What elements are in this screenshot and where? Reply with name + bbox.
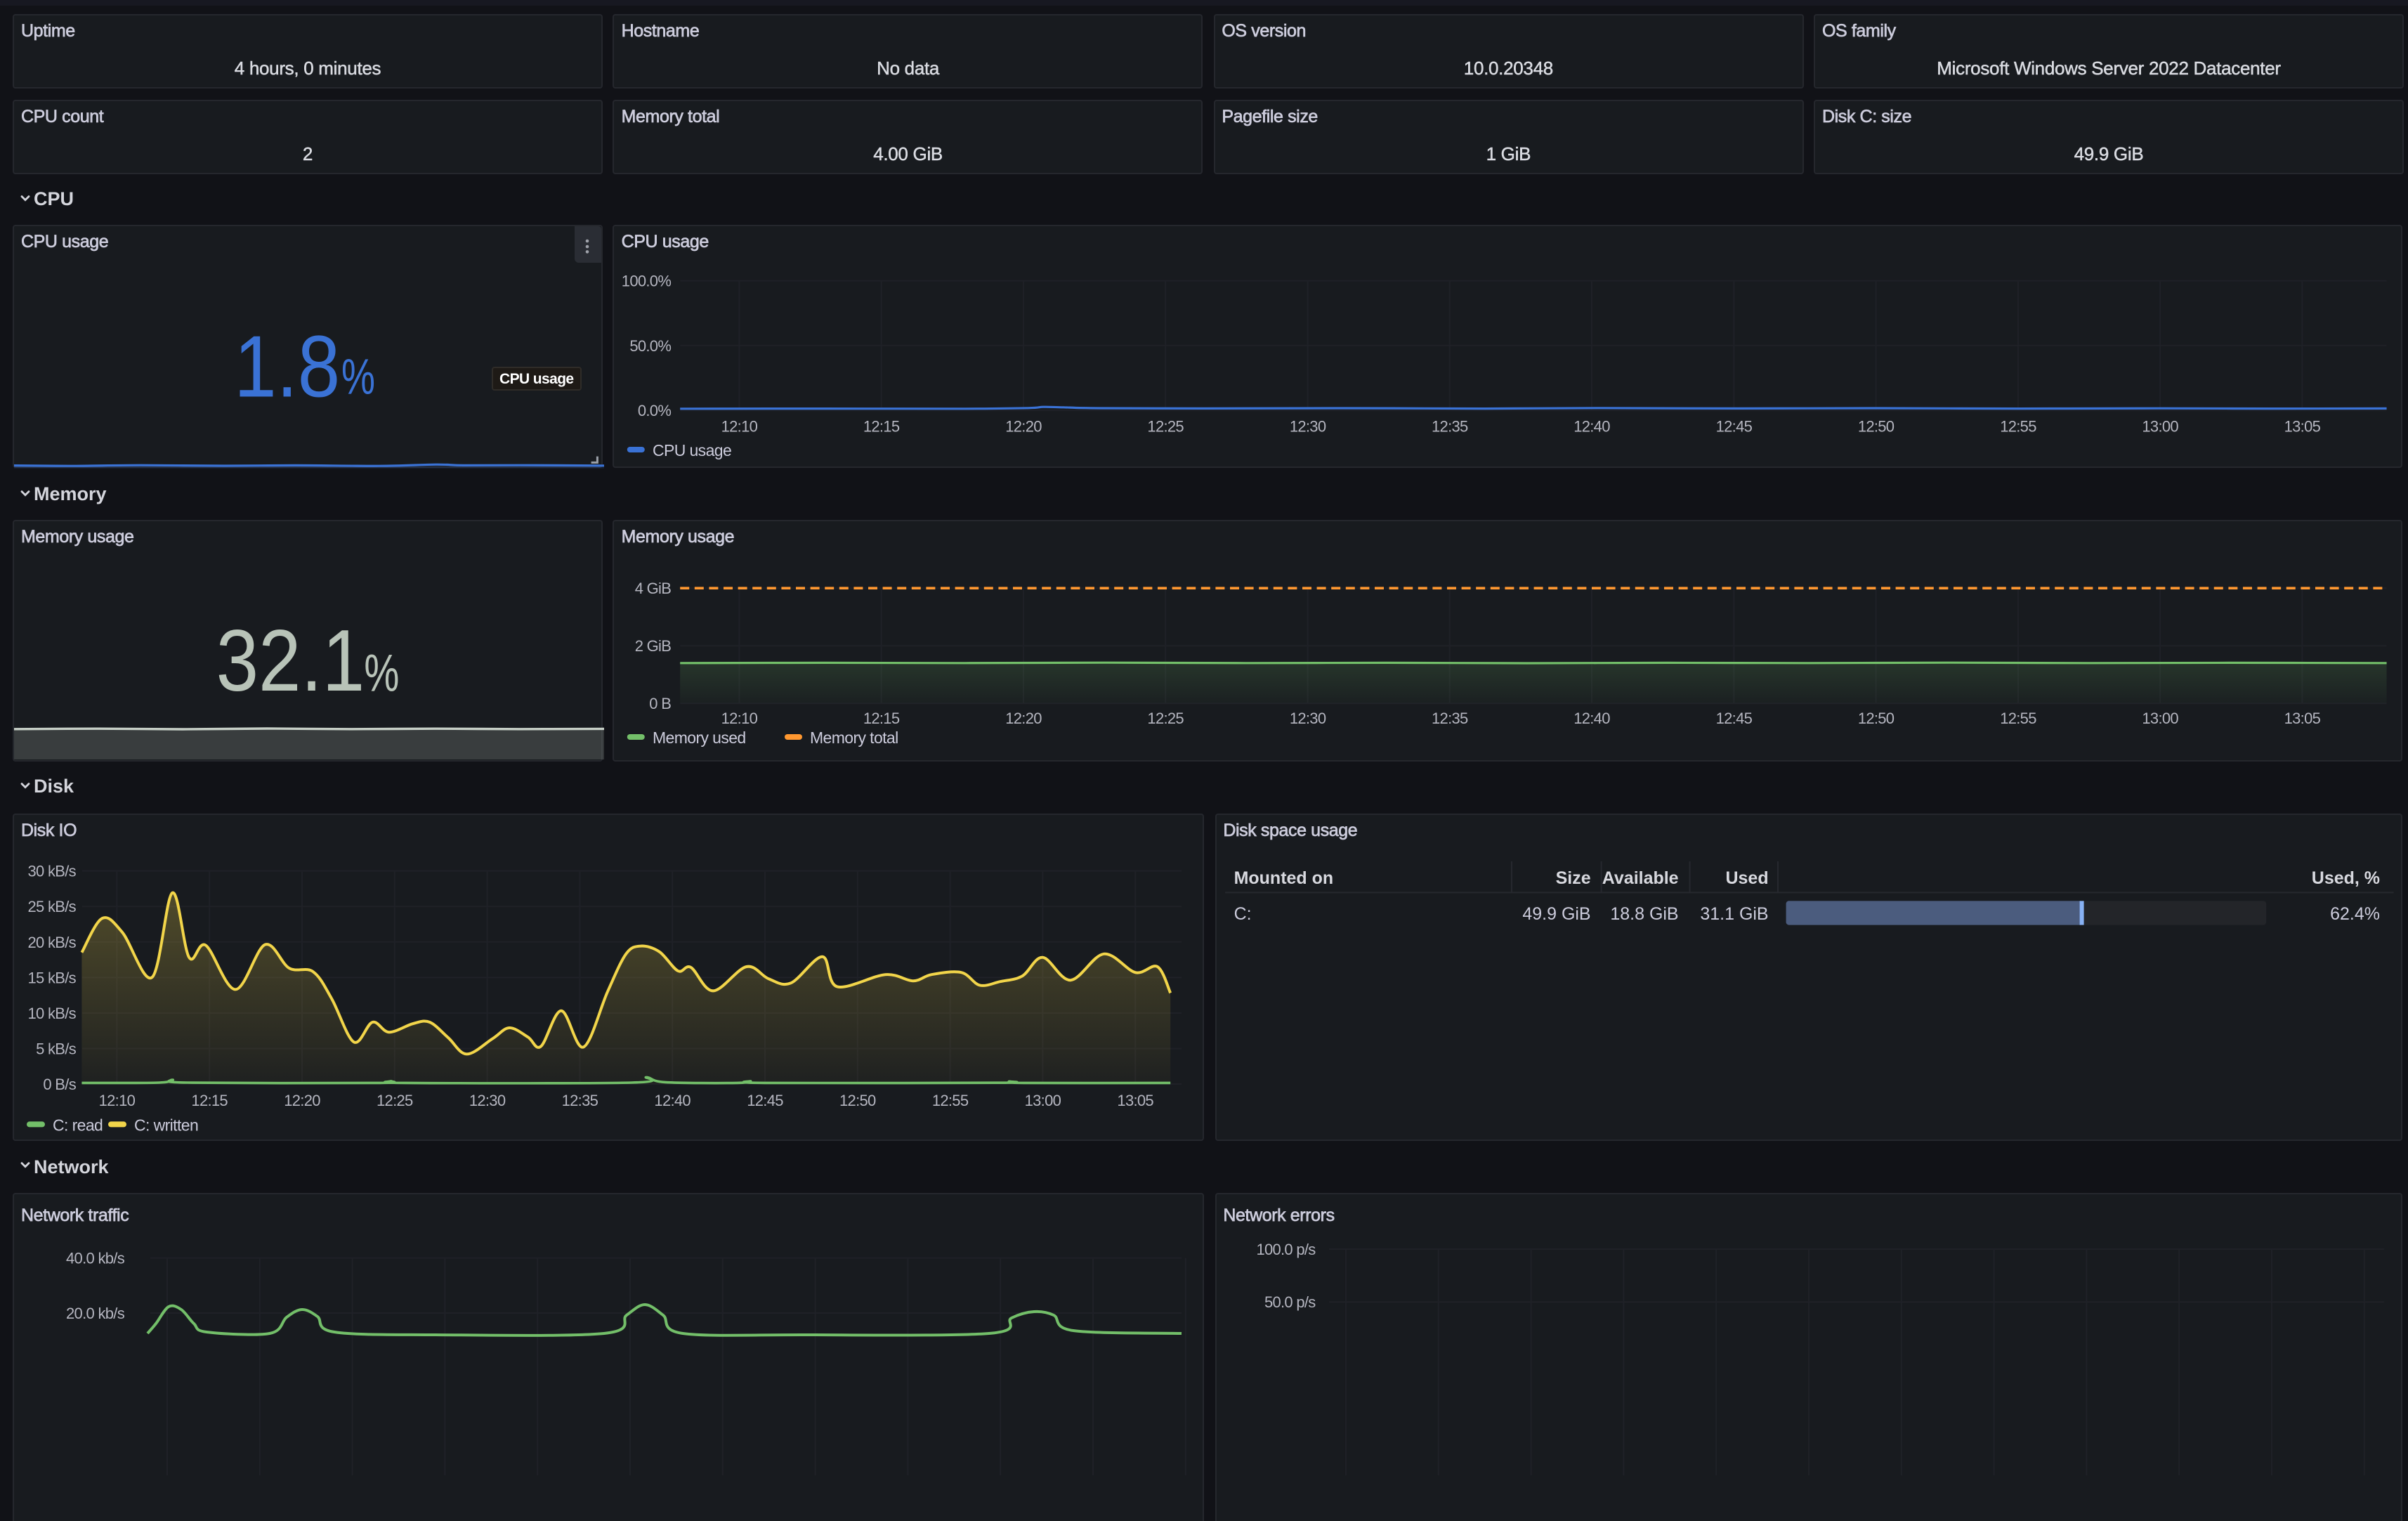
svg-text:31.1 GiB: 31.1 GiB: [1700, 903, 1768, 923]
svg-text:13:00: 13:00: [1025, 1091, 1061, 1109]
svg-text:12:15: 12:15: [191, 1091, 228, 1109]
svg-text:12:40: 12:40: [1574, 710, 1611, 727]
svg-text:4 GiB: 4 GiB: [635, 580, 672, 597]
svg-text:0 B: 0 B: [650, 695, 672, 712]
svg-text:12:50: 12:50: [1858, 417, 1895, 435]
svg-text:12:20: 12:20: [1006, 710, 1042, 727]
svg-text:12:40: 12:40: [654, 1091, 691, 1109]
svg-text:12:30: 12:30: [1290, 417, 1326, 435]
svg-text:50.0%: 50.0%: [630, 337, 672, 354]
svg-text:Used: Used: [1725, 868, 1768, 887]
svg-text:12:35: 12:35: [562, 1091, 598, 1109]
svg-text:12:55: 12:55: [932, 1091, 969, 1109]
svg-text:2 GiB: 2 GiB: [635, 637, 672, 655]
svg-text:12:50: 12:50: [839, 1091, 876, 1109]
svg-text:12:25: 12:25: [377, 1091, 413, 1109]
svg-text:30 kB/s: 30 kB/s: [28, 862, 77, 880]
svg-text:12:55: 12:55: [2001, 417, 2037, 435]
svg-text:49.9 GiB: 49.9 GiB: [1522, 903, 1590, 923]
svg-text:12:25: 12:25: [1148, 710, 1184, 727]
svg-text:12:10: 12:10: [721, 417, 758, 435]
svg-text:12:10: 12:10: [721, 710, 758, 727]
svg-text:12:45: 12:45: [1716, 710, 1753, 727]
svg-text:5 kB/s: 5 kB/s: [36, 1040, 77, 1057]
svg-text:Available: Available: [1602, 868, 1678, 887]
svg-text:0.0%: 0.0%: [638, 401, 671, 419]
svg-text:12:20: 12:20: [284, 1091, 320, 1109]
svg-text:12:15: 12:15: [863, 417, 900, 435]
svg-text:12:35: 12:35: [1432, 417, 1469, 435]
svg-text:Mounted on: Mounted on: [1234, 868, 1333, 887]
svg-text:13:05: 13:05: [2284, 417, 2321, 435]
svg-text:12:45: 12:45: [747, 1091, 783, 1109]
svg-text:20 kB/s: 20 kB/s: [28, 933, 77, 951]
svg-text:12:10: 12:10: [99, 1091, 136, 1109]
svg-text:20.0 kb/s: 20.0 kb/s: [66, 1305, 125, 1322]
svg-text:12:15: 12:15: [863, 710, 900, 727]
svg-text:12:45: 12:45: [1716, 417, 1753, 435]
svg-text:62.4%: 62.4%: [2330, 903, 2380, 923]
svg-text:50.0 p/s: 50.0 p/s: [1264, 1293, 1315, 1311]
svg-text:12:30: 12:30: [469, 1091, 506, 1109]
svg-text:13:00: 13:00: [2142, 417, 2179, 435]
svg-text:CPU usage: CPU usage: [653, 440, 732, 459]
svg-text:Memory total: Memory total: [811, 729, 899, 747]
svg-text:0 B/s: 0 B/s: [43, 1075, 76, 1092]
svg-text:40.0 kb/s: 40.0 kb/s: [66, 1250, 125, 1267]
svg-text:12:55: 12:55: [2001, 710, 2037, 727]
svg-text:15 kB/s: 15 kB/s: [28, 968, 77, 986]
svg-text:18.8 GiB: 18.8 GiB: [1610, 903, 1678, 923]
svg-text:C:: C:: [1234, 903, 1251, 923]
svg-text:Size: Size: [1555, 868, 1590, 887]
svg-text:Memory used: Memory used: [653, 729, 747, 747]
svg-text:12:50: 12:50: [1858, 710, 1895, 727]
svg-text:Used, %: Used, %: [2311, 868, 2379, 887]
svg-text:13:00: 13:00: [2142, 710, 2179, 727]
svg-text:C: written: C: written: [134, 1115, 198, 1133]
svg-text:12:40: 12:40: [1574, 417, 1611, 435]
svg-text:%: %: [364, 644, 399, 703]
svg-text:13:05: 13:05: [2284, 710, 2321, 727]
svg-text:12:25: 12:25: [1148, 417, 1184, 435]
svg-text:13:05: 13:05: [1117, 1091, 1153, 1109]
svg-text:12:20: 12:20: [1006, 417, 1042, 435]
svg-text:%: %: [341, 348, 375, 404]
svg-text:C: read: C: read: [53, 1115, 103, 1133]
svg-text:32.1: 32.1: [216, 613, 365, 710]
svg-text:12:35: 12:35: [1432, 710, 1469, 727]
svg-text:1.8: 1.8: [234, 318, 340, 414]
svg-text:25 kB/s: 25 kB/s: [28, 897, 77, 915]
svg-text:12:30: 12:30: [1290, 710, 1326, 727]
svg-text:100.0%: 100.0%: [622, 272, 672, 289]
svg-text:10 kB/s: 10 kB/s: [28, 1004, 77, 1021]
svg-text:100.0 p/s: 100.0 p/s: [1256, 1241, 1316, 1258]
